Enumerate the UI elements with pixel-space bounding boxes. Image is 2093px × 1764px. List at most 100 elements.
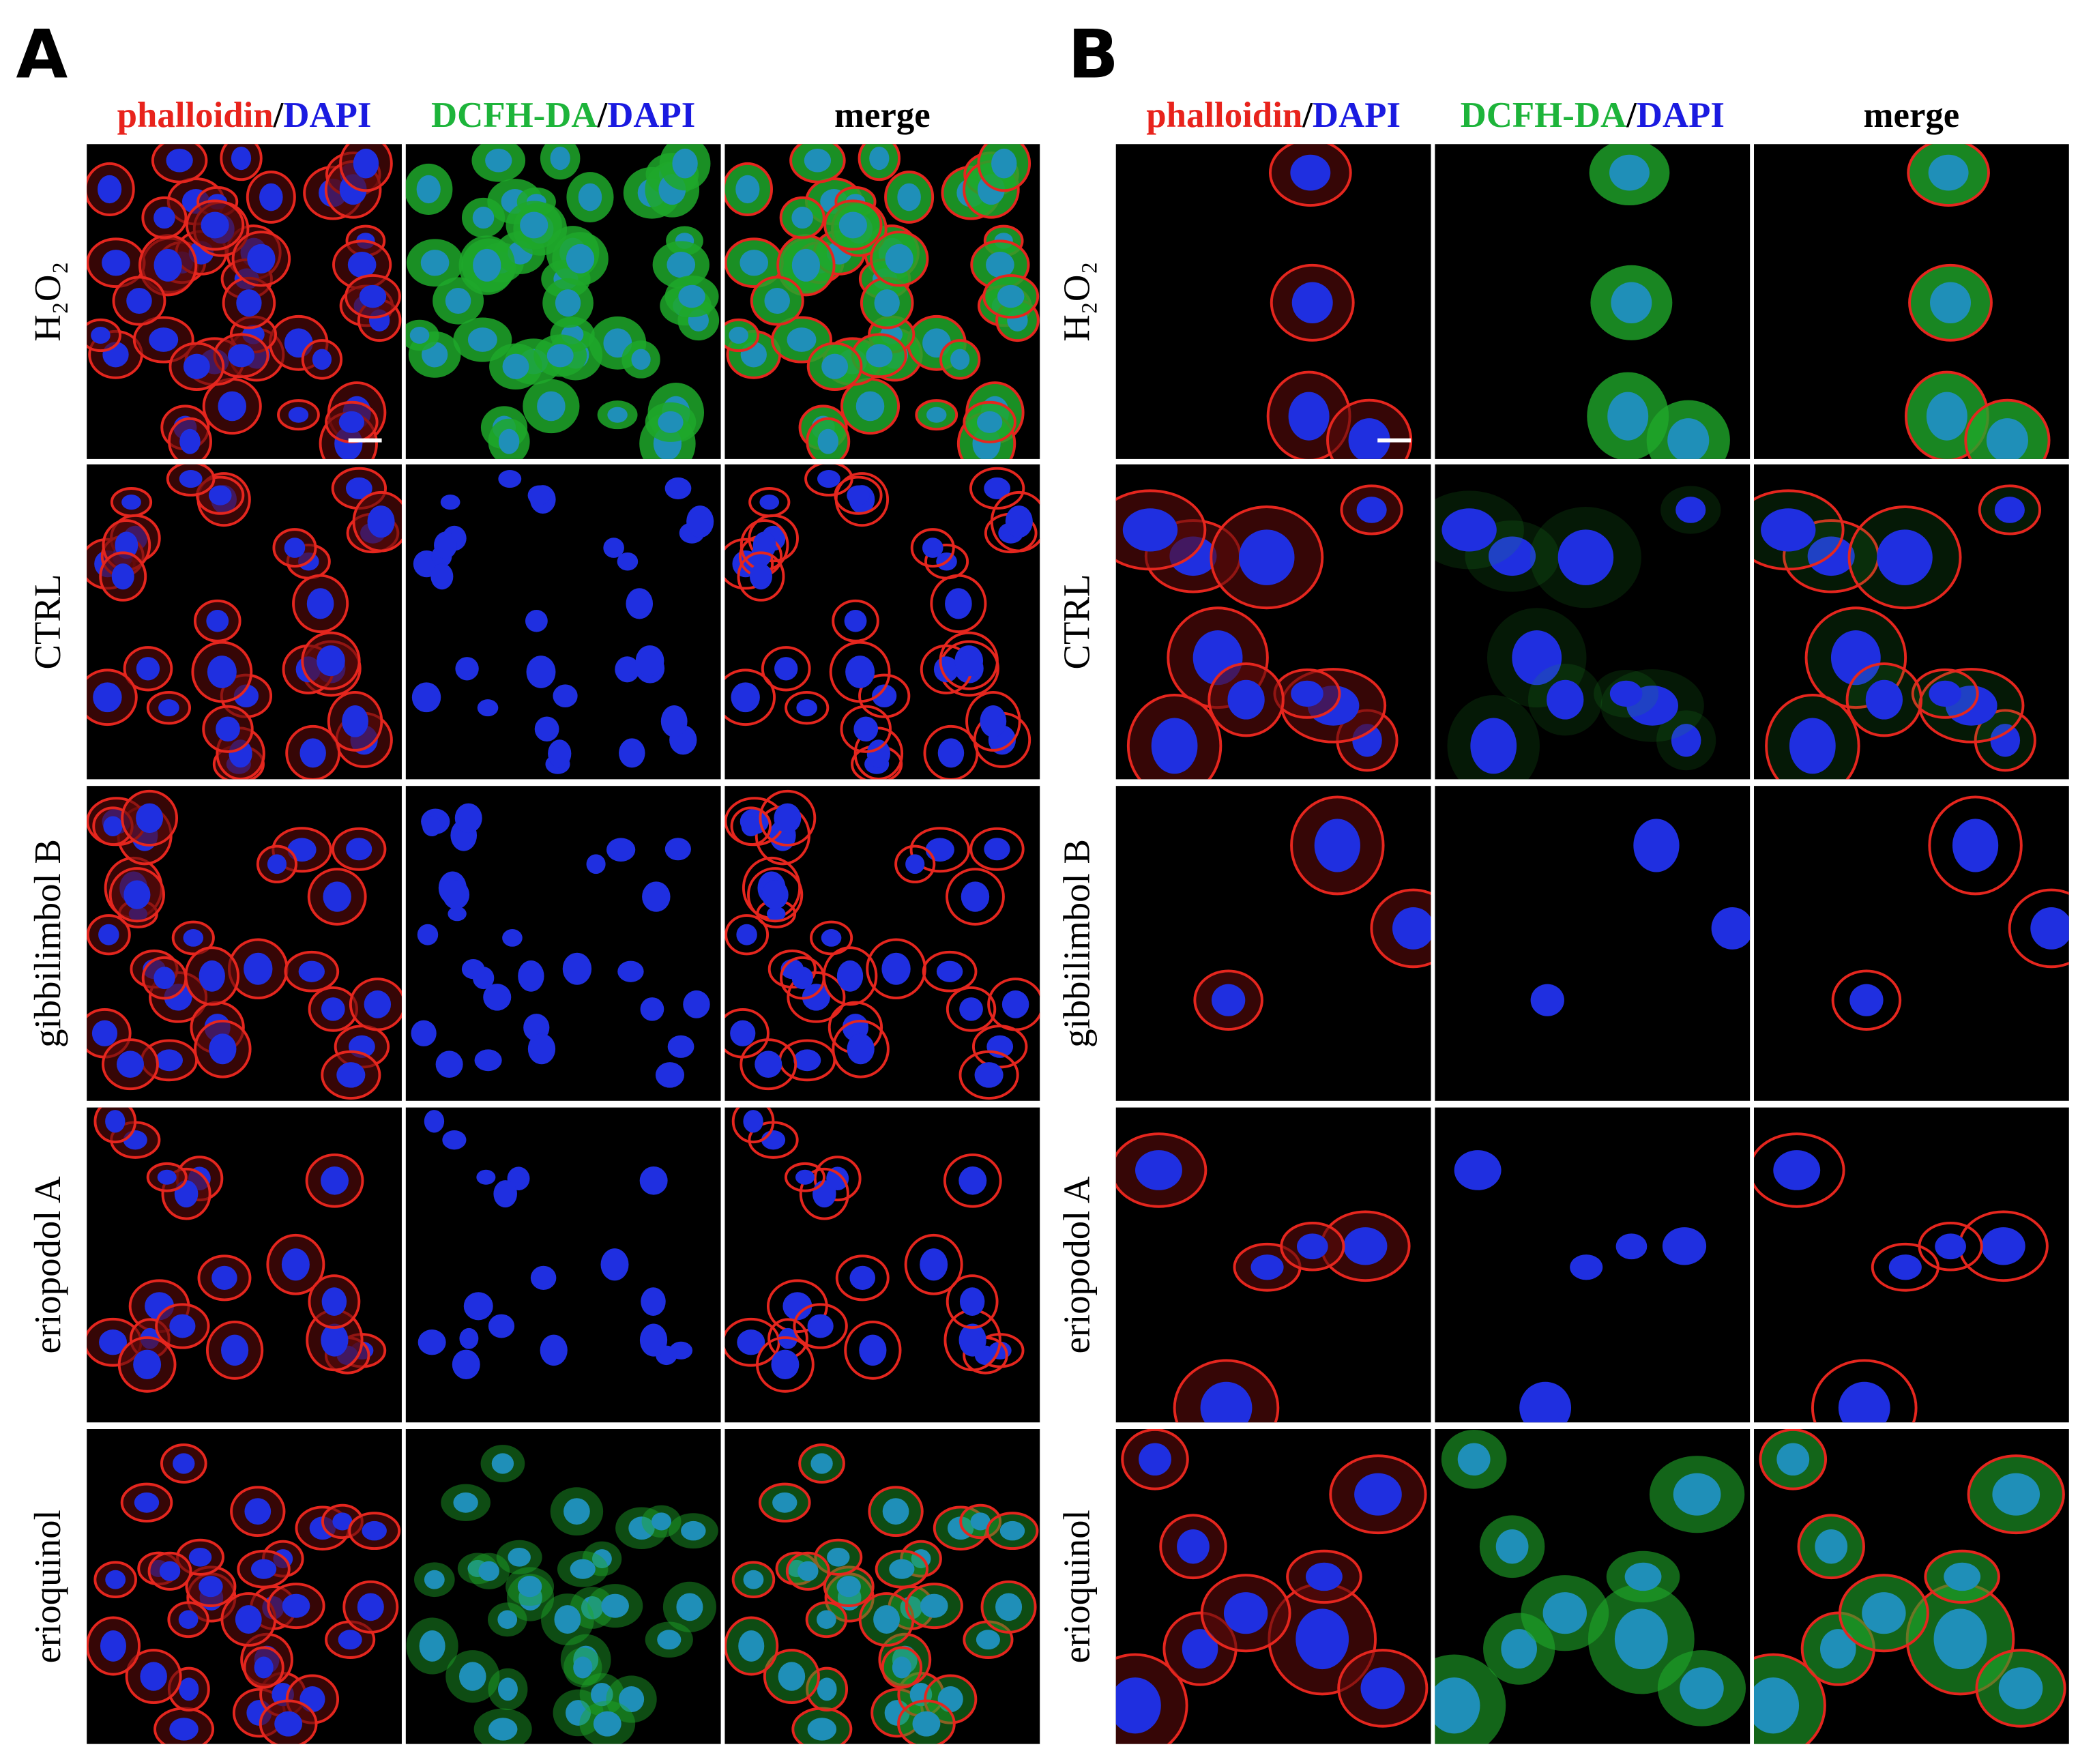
actin [922,950,978,993]
nucleus [836,1576,861,1598]
panel-label: A [16,16,68,93]
cells [1454,1150,1707,1423]
actin [884,171,935,224]
actin [804,464,853,497]
actin [869,231,929,287]
actin [724,1317,780,1367]
nucleus [312,349,332,370]
nucleus [338,1630,362,1650]
cells [1530,819,1751,1016]
nucleus [445,287,471,314]
nucleus [298,960,325,982]
nucleus [364,990,392,1018]
nucleus [1614,1608,1668,1670]
nucleus [795,1169,815,1185]
nucleus [882,1498,909,1525]
nucleus [411,682,441,713]
actin [986,1512,1039,1550]
actin [878,1632,932,1687]
nucleus [362,1520,387,1541]
micrograph [1435,786,1751,1101]
nucleus [1005,505,1033,538]
nucleus [250,1559,277,1579]
nucleus [681,1520,706,1541]
nucleus [617,960,644,982]
nucleus [881,952,911,985]
nucleus [1667,418,1710,459]
nucleus [639,1166,668,1195]
nucleus [793,1049,821,1072]
nucleus [419,1630,445,1662]
nucleus [1930,282,1971,324]
nucleus [442,880,470,909]
nucleus [105,1110,126,1133]
nucleus [926,407,947,423]
cells [87,1107,387,1393]
nucleus [452,1349,480,1379]
nucleus [562,952,592,985]
micrograph [724,144,1040,459]
actin [832,599,879,643]
actin [982,274,1040,319]
nucleus [1200,1381,1253,1423]
nucleus [1239,529,1295,585]
nucleus [873,1605,900,1634]
nucleus [1865,679,1903,720]
nucleus [546,344,574,368]
nucleus [1354,1473,1402,1516]
actin [832,1019,890,1078]
panel-label: B [1068,16,1119,93]
cells [406,1445,718,1744]
nucleus [1773,1150,1821,1190]
nucleus [158,699,179,717]
row-label: eriopodol A [1056,1176,1098,1354]
nucleus [274,1711,303,1737]
nucleus [347,251,377,278]
nucleus [418,1329,446,1355]
cells [87,144,402,459]
nucleus [615,656,640,683]
nucleus [282,1593,310,1618]
nucleus [619,738,645,768]
nucleus [321,1323,349,1357]
nucleus [1557,529,1614,585]
nucleus [640,997,664,1021]
header-part: DAPI [1313,95,1401,135]
actin [810,920,853,956]
nucleus [1986,418,2028,459]
actin [1847,505,1962,610]
nucleus [628,1516,655,1540]
nucleus [102,250,130,276]
nucleus [537,391,566,422]
actin [900,1540,942,1578]
nucleus [778,1662,806,1691]
nucleus [553,684,578,708]
nucleus [1611,282,1652,324]
nucleus [755,1050,782,1078]
actin [923,724,979,780]
nucleus [657,1630,682,1650]
nucleus [169,1314,196,1338]
actin [840,705,892,753]
nucleus [641,1287,666,1317]
nucleus [866,739,890,768]
nucleus [738,1630,765,1662]
nucleus [658,411,684,433]
actin [793,1303,848,1349]
nucleus [1501,1629,1537,1669]
nucleus [667,1035,694,1058]
nucleus [984,477,1010,499]
cells [1115,1132,1411,1423]
nucleus [430,563,454,590]
nucleus [411,1020,437,1046]
nucleus [601,1593,629,1618]
actin [806,417,851,459]
actin [2008,888,2069,969]
micrograph [1435,464,1751,780]
header-part: DCFH-DA [1461,95,1627,135]
nucleus [1615,1233,1648,1260]
actin [905,1583,963,1630]
actin [785,1551,830,1591]
